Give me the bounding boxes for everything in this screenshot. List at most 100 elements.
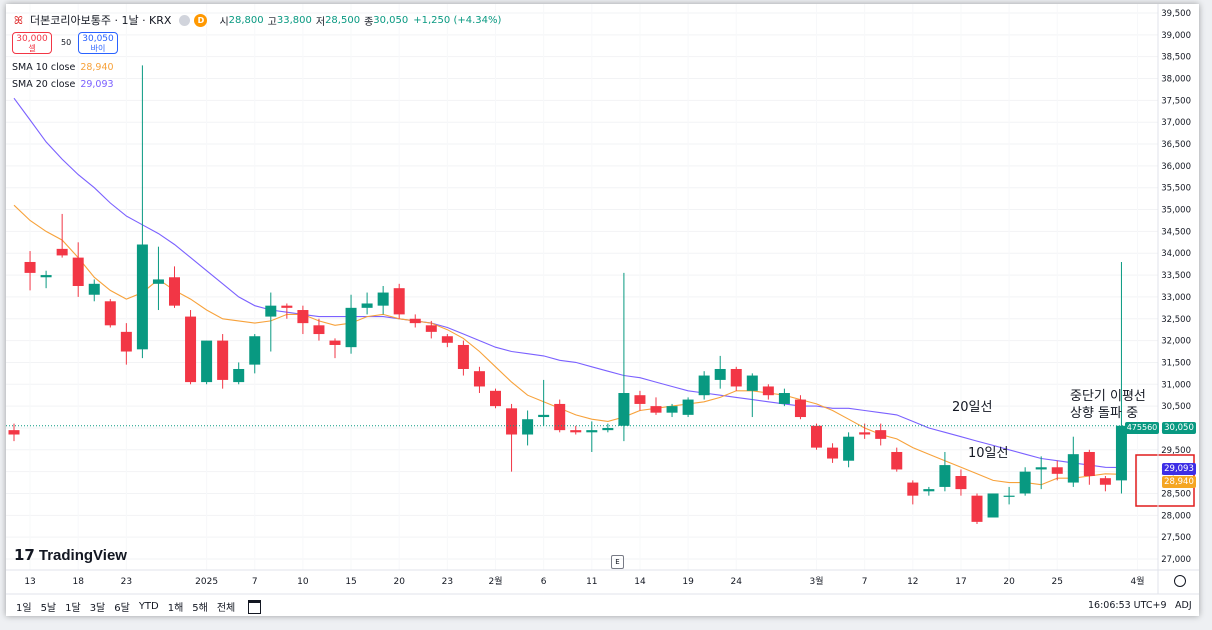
candle-body — [201, 340, 213, 383]
buy-label: 바이 — [90, 44, 106, 53]
sell-button[interactable]: 30,000 셀 — [12, 32, 52, 54]
candle-body — [843, 436, 855, 461]
candle-body — [152, 279, 164, 284]
candle-body — [72, 257, 84, 286]
x-tick-label: 17 — [955, 577, 966, 587]
candle-body — [538, 414, 550, 418]
candle-body — [875, 430, 887, 439]
x-tick-label: 24 — [731, 577, 743, 587]
candle-body — [923, 489, 935, 492]
candle-body — [827, 447, 839, 459]
candle-body — [506, 408, 518, 435]
candle-body — [570, 430, 582, 433]
buy-button[interactable]: 30,050 바이 — [78, 32, 118, 54]
candle-body — [169, 277, 180, 306]
candle-body — [120, 331, 132, 352]
x-tick-label: 12 — [907, 577, 918, 587]
x-tick-label: 18 — [72, 577, 84, 587]
candle-body — [1099, 478, 1111, 485]
open-value: 28,800 — [228, 14, 264, 26]
range-button[interactable]: YTD — [138, 601, 159, 612]
y-tick-label: 34,000 — [1161, 249, 1191, 259]
candle-body — [441, 336, 453, 343]
price-chart[interactable]: 39,500 39,000 38,500 38,000 37,500 37,000 36,5… — [6, 4, 1199, 616]
x-tick-label: 20 — [393, 577, 405, 587]
y-tick-label: 32,000 — [1161, 337, 1191, 347]
candle-body — [730, 368, 742, 387]
range-button[interactable]: 5날 — [40, 603, 57, 614]
range-button[interactable]: 1일 — [16, 603, 32, 614]
candle-body — [24, 261, 36, 273]
range-button[interactable]: 3달 — [89, 603, 106, 614]
candle-body — [233, 368, 245, 383]
clock-time[interactable]: 16:06:53 UTC+9 — [1088, 600, 1167, 611]
x-tick-label: 4월 — [1130, 575, 1144, 587]
candle-body — [602, 427, 614, 431]
candle-body — [473, 371, 485, 387]
candle-body — [425, 325, 437, 332]
range-button[interactable]: 6달 — [114, 603, 130, 614]
x-tick-label: 2월 — [488, 575, 502, 587]
y-tick-label: 31,500 — [1161, 358, 1191, 368]
y-tick-label: 35,500 — [1161, 184, 1191, 194]
symbol-title[interactable]: 더본코리아보통주 · 1날 · KRX — [30, 14, 172, 27]
x-tick-label: 25 — [1052, 577, 1063, 587]
candle-body — [939, 465, 951, 487]
y-tick-label: 30,500 — [1161, 402, 1191, 412]
y-tick-label: 36,500 — [1161, 140, 1191, 150]
candle-body — [794, 399, 806, 418]
candle-body — [714, 368, 726, 380]
settings-dot-icon[interactable] — [179, 14, 191, 26]
x-tick-label: 13 — [24, 577, 35, 587]
x-tick-label: 20 — [1003, 577, 1015, 587]
sma20-label: SMA 20 close — [12, 79, 76, 90]
annotation-ma20: 20일선 — [952, 400, 993, 415]
candle-body — [265, 305, 277, 317]
candle-body — [778, 393, 790, 404]
candle-body — [281, 305, 293, 308]
x-tick-label: 14 — [634, 577, 646, 587]
candle-body — [136, 244, 148, 350]
candle-body — [762, 386, 774, 396]
candle-body — [1115, 425, 1127, 481]
tradingview-watermark: 17 TradingView — [14, 546, 127, 564]
candle-body — [88, 283, 100, 295]
axis-settings-icon[interactable] — [1174, 575, 1186, 587]
sma10-legend[interactable]: SMA 10 close 28,940 — [12, 62, 114, 73]
candle-body — [217, 340, 229, 380]
range-button[interactable]: 1달 — [65, 603, 81, 614]
change-value: +1,250 (+4.34%) — [413, 14, 502, 26]
sma10-value: 28,940 — [80, 62, 114, 73]
high-label: 고 — [267, 16, 277, 28]
candle-body — [746, 375, 758, 391]
spread-value: 50 — [61, 38, 72, 47]
sma20-legend[interactable]: SMA 20 close 29,093 — [12, 79, 114, 90]
range-button[interactable]: 1해 — [167, 603, 184, 614]
candle-body — [971, 495, 983, 522]
chart-window: 39,500 39,000 38,500 38,000 37,500 37,000 36,5… — [6, 4, 1199, 616]
adj-toggle[interactable]: ADJ — [1175, 600, 1192, 611]
y-tick-label: 31,000 — [1161, 380, 1191, 390]
dividend-badge[interactable]: D — [194, 13, 208, 27]
watermark-text: TradingView — [38, 546, 127, 564]
candle-body — [522, 419, 534, 435]
y-tick-label: 37,500 — [1161, 96, 1191, 106]
y-tick-label: 37,000 — [1161, 118, 1191, 128]
date-range-calendar-icon[interactable] — [248, 599, 262, 614]
candle-body — [1051, 467, 1063, 474]
sma10-price-tag: 28,940 — [1162, 476, 1196, 488]
range-button[interactable]: 전체 — [216, 603, 236, 614]
candle-body — [377, 292, 389, 306]
y-tick-label: 35,000 — [1161, 206, 1191, 216]
candle-body — [1083, 451, 1095, 477]
candle-body — [56, 248, 68, 256]
candle-body — [955, 476, 967, 490]
event-marker-icon[interactable]: E — [611, 555, 624, 569]
candle-body — [409, 318, 421, 324]
sma20-line — [13, 97, 1122, 469]
y-tick-label: 38,000 — [1161, 75, 1191, 85]
open-label: 시 — [219, 16, 229, 28]
candle-body — [249, 336, 261, 365]
range-button[interactable]: 5해 — [192, 603, 208, 614]
low-label: 저 — [315, 16, 326, 28]
